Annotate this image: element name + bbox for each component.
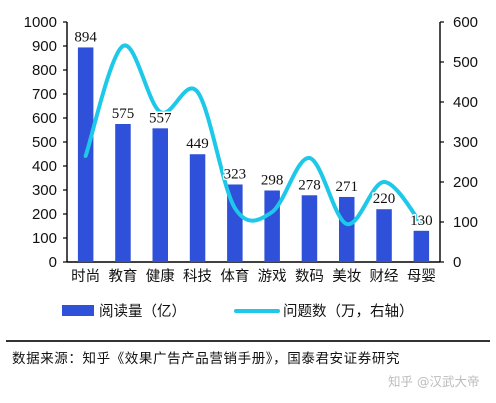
left-axis-tick-label: 900 <box>32 38 57 55</box>
chart: 0 100 200 300 400 500 600 700 800 900 1000 0 100 200 3… <box>24 14 478 320</box>
left-axis-tick-label: 200 <box>32 206 57 223</box>
legend-bar-swatch <box>62 305 94 316</box>
bar <box>189 154 206 262</box>
data-label: 894 <box>74 29 97 45</box>
data-label: 271 <box>336 179 359 195</box>
line-series <box>83 43 424 227</box>
left-axis-tick-label: 600 <box>32 110 57 127</box>
x-axis-tick-label: 体育 <box>220 268 249 285</box>
x-axis-tick-label: 时尚 <box>71 268 100 285</box>
series-line <box>83 43 424 227</box>
legend-bar-label: 阅读量（亿） <box>99 303 186 320</box>
data-label: 298 <box>261 172 284 188</box>
left-axis-tick-label: 1000 <box>24 14 57 31</box>
x-axis-tick-label: 科技 <box>183 268 212 285</box>
x-axis-tick-label: 健康 <box>146 268 175 285</box>
data-label: 449 <box>186 136 209 152</box>
source-note: 数据来源：知乎《效果广告产品营销手册》，国泰君安证券研究 <box>12 351 401 367</box>
data-label: 130 <box>410 213 433 229</box>
right-axis-tick-label: 100 <box>453 214 478 231</box>
left-axis-tick-label: 500 <box>32 134 57 151</box>
watermark: 知乎 @汉武大帝 <box>388 374 480 389</box>
data-label: 278 <box>298 177 321 193</box>
bar <box>264 190 280 262</box>
x-axis-tick-label: 数码 <box>295 268 324 285</box>
right-axis-tick-label: 300 <box>453 134 478 151</box>
x-axis-tick-label: 游戏 <box>258 268 287 285</box>
legend-line-label: 问题数（万，右轴） <box>283 303 414 320</box>
left-axis-tick-label: 800 <box>32 62 57 79</box>
bar <box>413 230 430 262</box>
right-axis-tick-label: 500 <box>453 54 478 71</box>
data-label: 220 <box>373 191 396 207</box>
left-axis-tick-label: 400 <box>32 158 57 175</box>
bar <box>115 124 131 262</box>
right-axis-tick-label: 0 <box>453 254 461 271</box>
bar <box>339 196 355 262</box>
bar-series <box>77 47 430 262</box>
legend: 阅读量（亿） 问题数（万，右轴） <box>62 303 414 320</box>
data-label: 557 <box>149 110 172 126</box>
data-label: 323 <box>224 166 247 182</box>
bar <box>301 195 318 262</box>
right-axis-tick-label: 600 <box>453 14 478 31</box>
data-labels: 894 575 557 449 323 298 278 271 220 130 <box>73 28 434 230</box>
x-axis-tick-label: 教育 <box>108 268 137 285</box>
left-axis-tick-label: 0 <box>49 254 57 271</box>
axes: 0 100 200 300 400 500 600 700 800 900 1000 0 100 200 3… <box>24 14 478 285</box>
bar <box>152 128 168 262</box>
right-axis-tick-label: 200 <box>453 174 478 191</box>
left-axis-tick-label: 100 <box>32 230 57 247</box>
right-axis-tick-label: 400 <box>453 94 478 111</box>
left-axis-tick-label: 700 <box>32 86 57 103</box>
x-axis-tick-label: 母婴 <box>407 269 436 285</box>
bar <box>376 209 392 262</box>
divider <box>6 340 490 342</box>
x-axis-tick-label: 美妆 <box>332 268 361 285</box>
data-label: 575 <box>112 106 135 122</box>
left-axis-tick-label: 300 <box>32 182 57 199</box>
x-axis-tick-label: 财经 <box>370 268 399 285</box>
